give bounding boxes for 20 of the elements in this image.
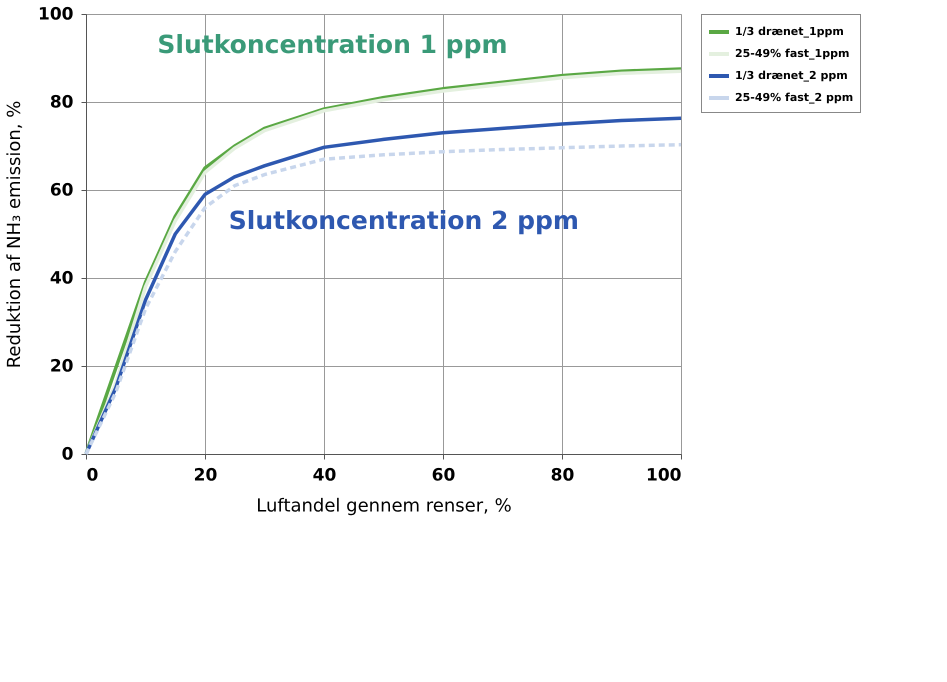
annotation: Slutkoncentration 1 ppm [157,30,508,59]
x-axis-title: Luftandel gennem renser, % [256,496,512,516]
y-tick-label: 20 [50,356,74,376]
x-tick-label: 60 [432,466,456,486]
legend-label: 1/3 drænet_2 ppm [735,69,848,82]
x-tick-label: 0 [86,466,98,486]
x-tick-label: 20 [194,466,218,486]
y-axis-title: Reduktion af NH₃ emission, % [4,100,26,368]
annotation: Slutkoncentration 2 ppm [228,206,579,235]
legend-label: 1/3 drænet_1ppm [735,25,844,38]
y-tick-label: 60 [50,180,74,200]
legend-label: 25-49% fast_1ppm [735,47,850,60]
y-tick-label: 80 [50,92,74,112]
x-tick-label: 100 [646,466,682,486]
y-tick-label: 100 [38,4,74,24]
y-tick-label: 40 [50,268,74,288]
x-tick-label: 40 [312,466,336,486]
y-tick-label: 0 [62,444,74,464]
x-tick-label: 80 [550,466,574,486]
legend-label: 25-49% fast_2 ppm [735,91,854,104]
